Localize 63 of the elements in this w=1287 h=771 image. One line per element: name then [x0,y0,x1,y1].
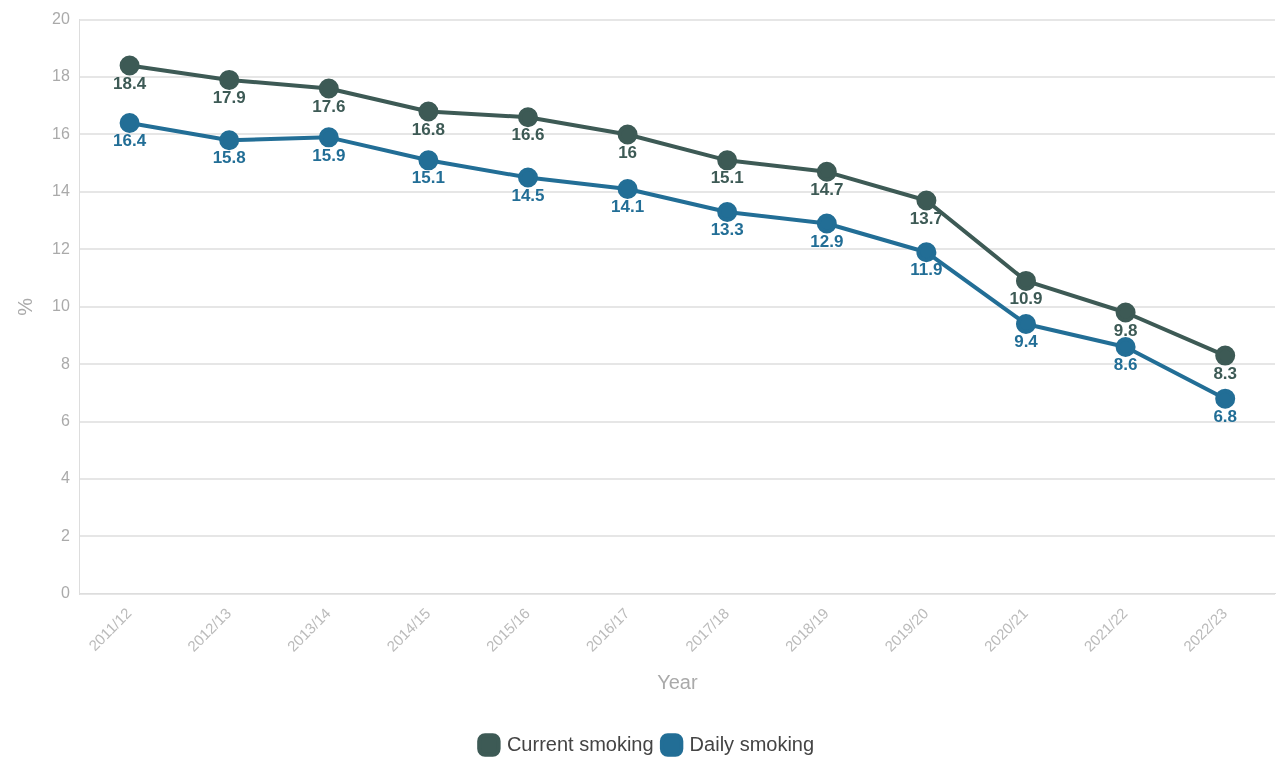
data-label: 8.3 [1213,363,1238,383]
data-label: 14.5 [511,185,545,205]
y-tick-label: 14 [52,182,70,200]
point [717,202,738,222]
data-label: 9.8 [1113,320,1138,340]
y-tick-label: 4 [60,469,70,487]
point [816,161,837,182]
data-label: 14.1 [611,197,645,217]
point [318,127,339,148]
legend-label: Daily smoking [689,732,815,755]
point [717,150,738,171]
data-label: 16.6 [511,125,545,145]
point [418,150,439,171]
data-label: 18.4 [113,73,147,93]
data-label: 15.8 [212,148,246,168]
point [119,55,140,76]
point [518,167,538,188]
y-tick-label: 12 [52,239,70,257]
data-label: 16.8 [411,119,445,139]
data-label: 15.1 [710,168,744,188]
point [1115,302,1136,323]
point [1016,314,1036,334]
data-label: 10.9 [1009,289,1043,309]
point [219,130,240,151]
data-label: 15.9 [312,145,346,165]
data-label: 14.7 [810,179,844,199]
y-tick-label: 0 [60,584,70,602]
y-tick-label: 18 [52,67,70,85]
data-label: 16.4 [113,131,147,151]
point [318,78,339,99]
point [1215,345,1236,366]
data-label: 11.9 [910,260,943,280]
point [916,242,937,263]
y-tick-label: 16 [52,124,70,142]
y-tick-label: 2 [60,526,70,544]
data-label: 17.9 [212,88,246,108]
point [219,69,240,90]
data-label: 9.4 [1014,332,1039,352]
point [1215,388,1236,409]
point [119,112,140,133]
y-tick-label: 20 [52,10,70,28]
y-tick-label: 8 [60,354,70,372]
point [418,101,439,122]
data-label: 13.3 [710,220,744,240]
point [816,213,837,234]
point [617,179,638,200]
point [518,107,538,128]
data-label: 13.7 [909,208,943,228]
x-axis-title: Year [657,670,698,693]
legend-label: Current smoking [506,732,654,755]
point [617,124,638,145]
data-label: 15.1 [411,168,445,188]
data-label: 6.8 [1213,406,1238,426]
y-tick-label: 10 [52,297,70,315]
point [1115,336,1136,357]
y-axis-title: % [13,297,36,316]
y-tick-label: 6 [60,412,70,430]
point [916,190,937,211]
data-label: 16 [618,142,638,162]
data-label: 17.6 [312,96,346,116]
data-label: 8.6 [1113,355,1138,375]
data-label: 12.9 [810,231,844,251]
point [1016,270,1036,291]
